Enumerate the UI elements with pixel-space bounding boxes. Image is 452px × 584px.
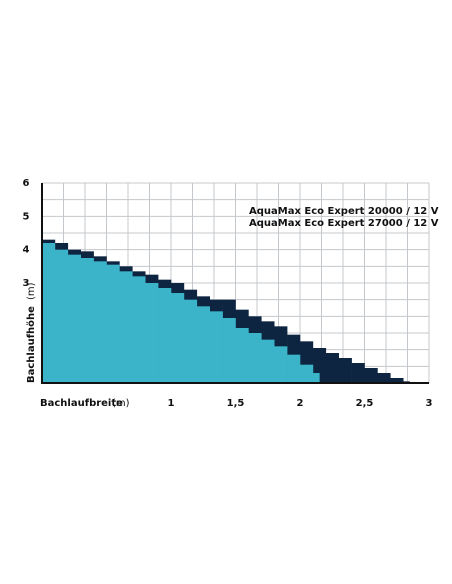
step-bar — [248, 333, 262, 383]
y-axis-title: Bachlaufhöhe (m) — [26, 282, 37, 383]
step-bar — [132, 276, 146, 383]
step-bar — [364, 368, 378, 383]
x-tick-label: 3 — [426, 398, 433, 409]
step-bar — [261, 339, 275, 383]
step-bar — [145, 283, 159, 383]
step-bar — [274, 346, 288, 383]
y-axis-unit: (m) — [26, 282, 37, 300]
step-bar — [351, 363, 365, 383]
step-bar — [300, 364, 314, 383]
y-tick-label: 6 — [23, 178, 30, 189]
step-bar — [119, 271, 133, 383]
y-tick-label: 5 — [23, 211, 30, 222]
x-tick-label: 1 — [168, 398, 175, 409]
step-bar — [222, 318, 236, 383]
legend-entry: AquaMax Eco Expert 20000 / 12 V — [249, 206, 439, 217]
legend-entry: AquaMax Eco Expert 27000 / 12 V — [249, 218, 439, 229]
step-bar — [80, 258, 94, 383]
step-bar — [196, 306, 210, 383]
y-tick-label: 4 — [23, 245, 30, 256]
step-bar — [325, 353, 339, 383]
y-tick-label: 3 — [23, 278, 30, 289]
step-bar — [158, 288, 172, 383]
series-area — [42, 243, 320, 383]
x-axis-unit: (m) — [112, 398, 130, 409]
x-tick-label: 2,5 — [356, 398, 374, 409]
step-bar — [42, 243, 56, 383]
x-axis-title: Bachlaufbreite — [40, 398, 123, 409]
step-bar — [312, 373, 320, 383]
step-bar — [106, 264, 120, 383]
step-bar — [93, 261, 107, 383]
step-bar — [54, 249, 69, 383]
step-bar — [377, 373, 391, 383]
step-bar — [235, 328, 249, 383]
step-bar — [287, 354, 301, 383]
step-bar — [209, 311, 223, 383]
y-axis-label: Bachlaufhöhe — [26, 306, 37, 383]
step-bar — [338, 358, 352, 383]
step-bar — [183, 299, 198, 383]
step-bar — [171, 293, 185, 383]
step-bar — [390, 378, 404, 383]
step-bar — [67, 254, 81, 383]
x-tick-label: 2 — [297, 398, 304, 409]
x-tick-label: 1,5 — [227, 398, 245, 409]
